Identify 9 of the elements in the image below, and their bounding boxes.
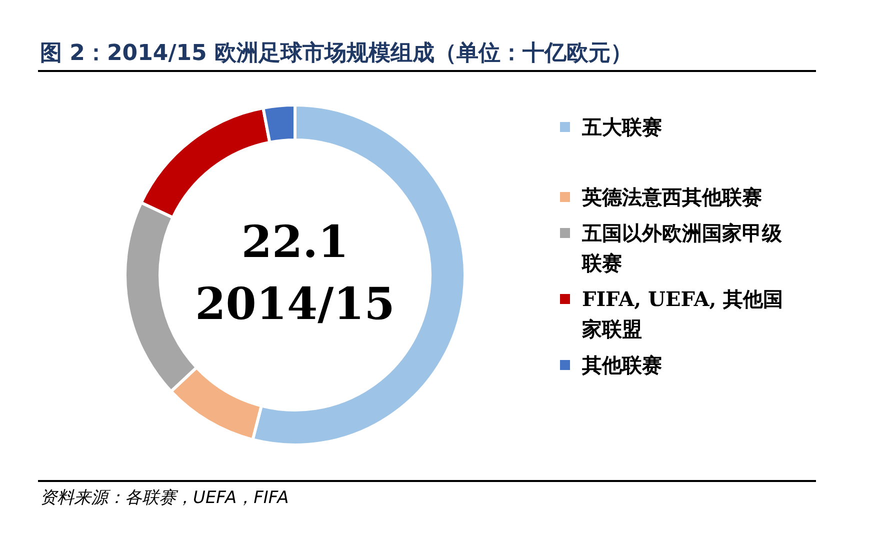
legend-label: 五国以外欧洲国家甲级联赛 [580, 220, 783, 277]
legend-label: FIFA, UEFA, 其他国家联盟 [581, 286, 784, 343]
text: 资料来源：各联赛，UEFA，FIFA [40, 487, 289, 509]
text: 22.1 [241, 217, 349, 268]
legend-label: 其他联赛 [581, 352, 663, 379]
text: 2014/15 [195, 279, 395, 330]
legend-label: 英德法意西其他联赛 [581, 184, 763, 211]
chart-title: 图 2：2014/15 欧洲足球市场规模组成（单位：十亿欧元） [40, 40, 633, 68]
legend-label: 五大联赛 [581, 114, 663, 141]
